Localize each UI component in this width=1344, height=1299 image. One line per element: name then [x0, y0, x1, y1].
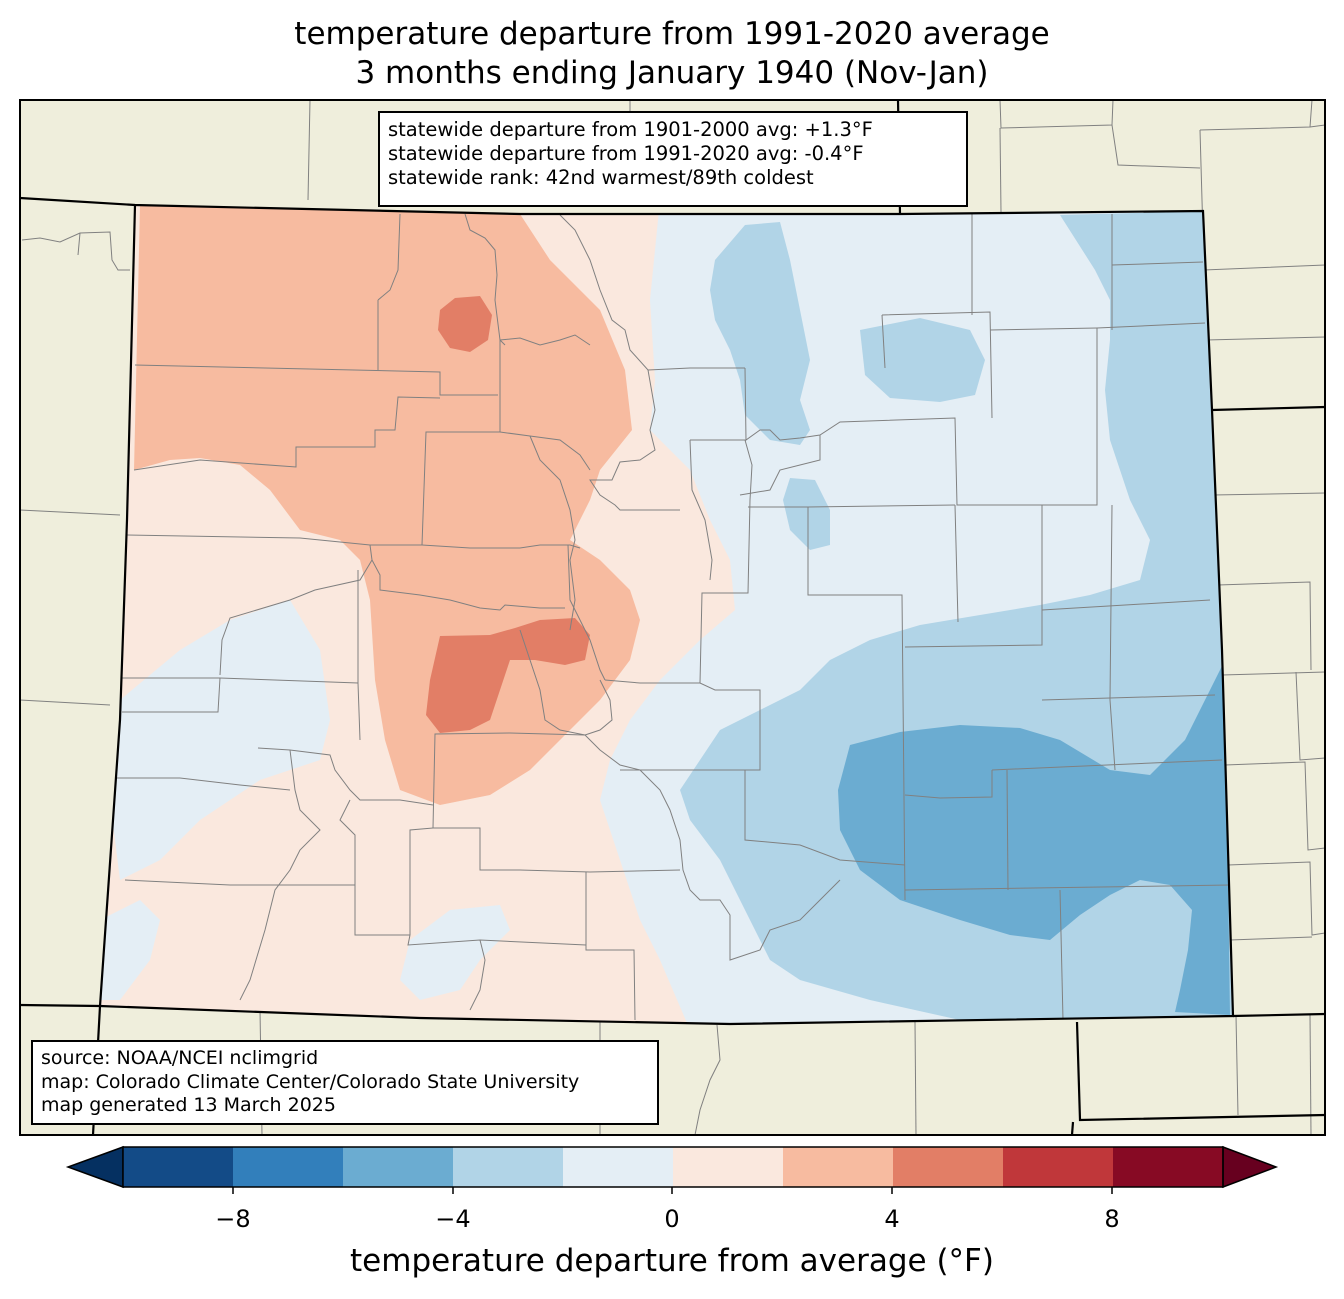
colorbar-bin: [1003, 1147, 1113, 1187]
colorbar: [65, 1145, 1279, 1194]
colorbar-frame: [122, 1146, 1224, 1188]
map-credit-line: map: Colorado Climate Center/Colorado St…: [41, 1070, 580, 1093]
colorbar-bin: [123, 1147, 233, 1187]
colorbar-bin: [893, 1147, 1003, 1187]
colorbar-tick-label: −8: [215, 1205, 251, 1233]
colorbar-tick-label: 4: [884, 1205, 900, 1233]
colorbar-bin: [343, 1147, 453, 1187]
temperature-fill-layer: [100, 205, 1233, 1024]
colorbar-bin: [563, 1147, 673, 1187]
source-line: source: NOAA/NCEI nclimgrid: [41, 1047, 319, 1069]
band-minus4-to-minus2: [710, 222, 810, 445]
colorado-county-lines: [113, 213, 1231, 1021]
colorbar-under-arrow: [65, 1145, 124, 1189]
colorbar-tick-label: 8: [1104, 1205, 1120, 1233]
colorbar-label: temperature departure from average (°F): [350, 1243, 994, 1279]
colorbar-bin: [453, 1147, 563, 1187]
colorbar-bin: [233, 1147, 343, 1187]
colorbar-over-arrow: [1222, 1145, 1279, 1189]
colorbar-tick-label: 0: [664, 1205, 680, 1233]
statewide-stats-box: statewide departure from 1901-2000 avg: …: [378, 111, 968, 207]
stats-departure-1991-2020: statewide departure from 1991-2020 avg: …: [388, 142, 864, 165]
colorbar-bin: [1113, 1147, 1223, 1187]
map-frame: [19, 99, 1326, 1136]
source-box: source: NOAA/NCEI nclimgrid map: Colorad…: [31, 1040, 659, 1125]
generated-date-line: map generated 13 March 2025: [41, 1094, 336, 1116]
colorbar-bin: [783, 1147, 893, 1187]
band-4-to-6: [438, 296, 492, 352]
colorbar-bin: [673, 1147, 783, 1187]
stats-rank: statewide rank: 42nd warmest/89th coldes…: [388, 166, 814, 189]
map-title-line-1: temperature departure from 1991-2020 ave…: [294, 16, 1050, 52]
map-title-line-2: 3 months ending January 1940 (Nov-Jan): [355, 55, 989, 91]
band-minus6-to-minus4: [838, 660, 1230, 1015]
stats-departure-1901-2000: statewide departure from 1901-2000 avg: …: [388, 118, 873, 141]
colorbar-tick-label: −4: [435, 1205, 471, 1233]
